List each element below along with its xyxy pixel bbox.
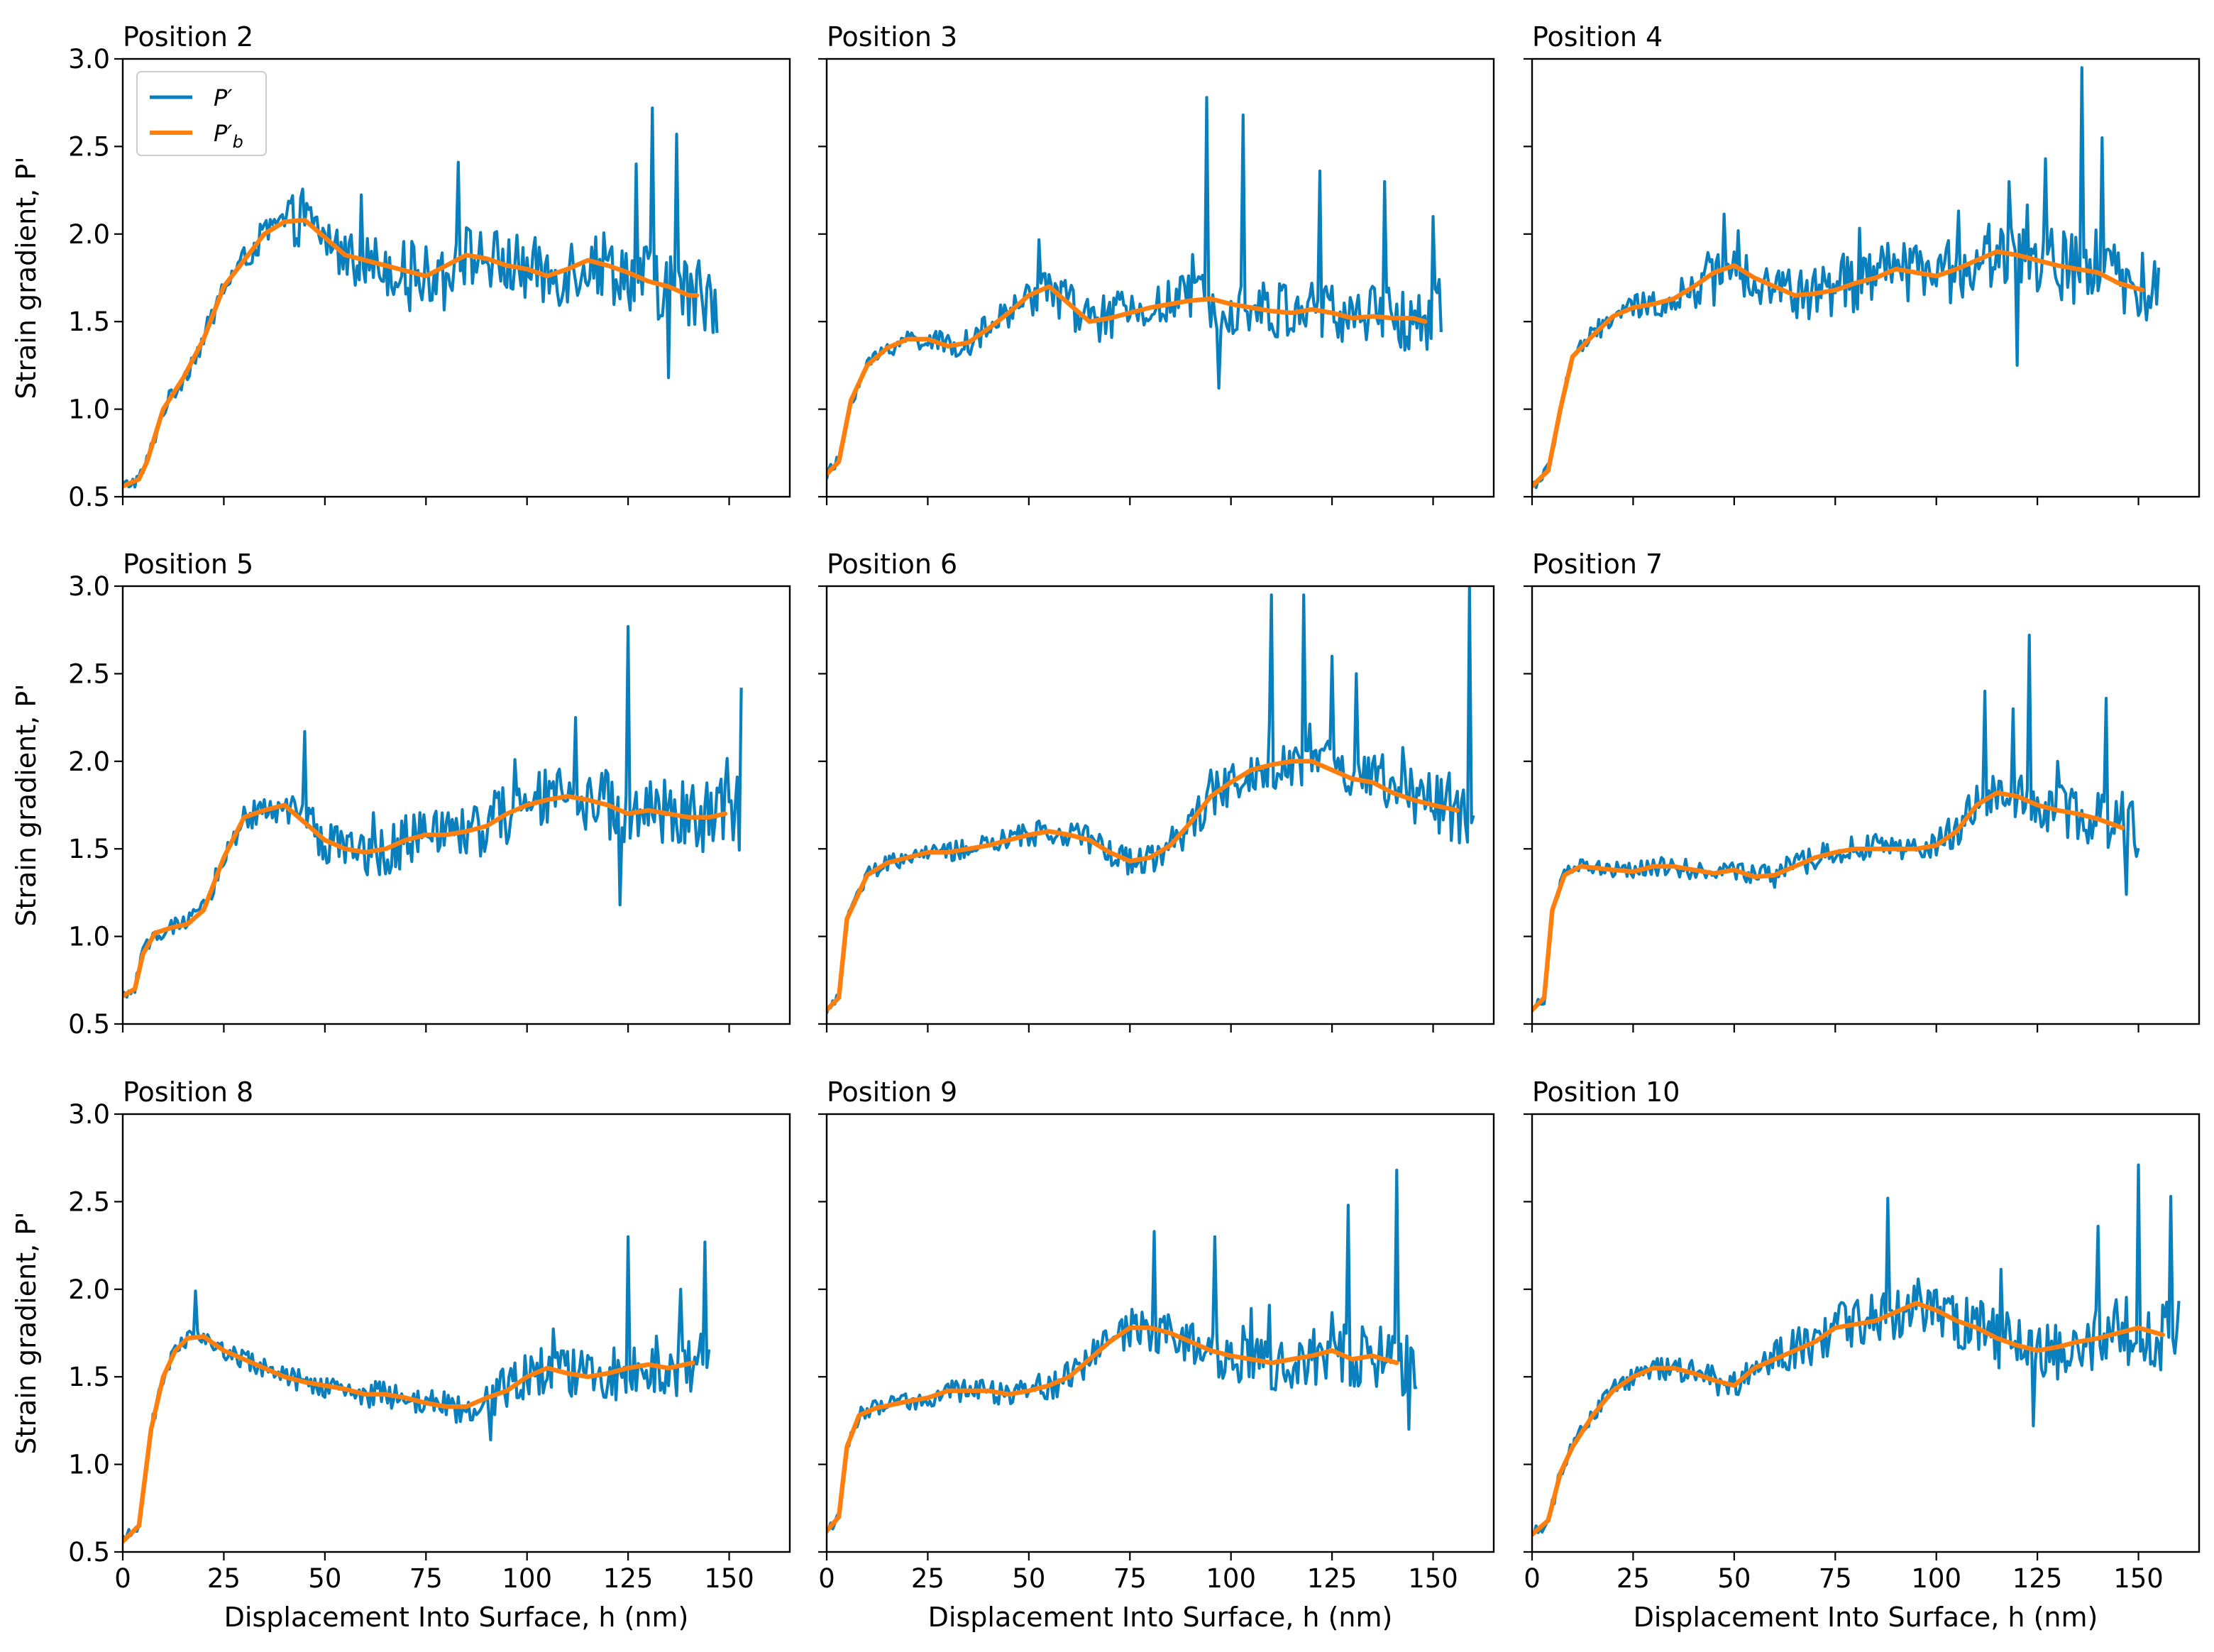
y-tick-label: 1.5 [68,834,110,864]
x-axis-label: Displacement Into Surface, h (nm) [928,1602,1393,1633]
x-tick-label: 75 [1113,1563,1147,1594]
x-tick-label: 125 [1307,1563,1357,1594]
smooth-series-line [827,284,1428,477]
legend-smooth-label: P′b [214,120,243,152]
y-tick-label: 0.5 [68,482,110,512]
x-axis-label: Displacement Into Surface, h (nm) [224,1602,689,1633]
y-tick-label: 0.5 [68,1009,110,1040]
axes-frame [825,1113,1495,1553]
panels-layer: Position 2 0.5 1.0 1.5 2.0 2.5 3.0 Strain gradi… [11,21,2201,1633]
x-tick-label: 150 [2113,1563,2164,1594]
smooth-series-line [1532,1301,2165,1537]
y-tick-label: 2.5 [68,659,110,689]
y-tick-label: 1.0 [68,922,110,952]
raw-series-line [123,624,743,999]
x-tick-label: 100 [1206,1563,1256,1594]
x-tick-label: 0 [1524,1563,1541,1594]
y-tick-label: 2.0 [68,1274,110,1305]
panel-title: Position 5 [123,549,253,580]
smooth-series-line [827,1325,1399,1533]
y-tick-label: 2.5 [68,131,110,162]
legend: P′P′b [136,71,267,156]
panel-2: Position 3 [818,21,1495,505]
x-tick-label: 150 [704,1563,754,1594]
panel-1: Position 2 0.5 1.0 1.5 2.0 2.5 3.0 Strain gradi… [11,21,791,512]
raw-series-line [827,586,1475,1014]
legend-smooth-sub: b [233,132,243,152]
x-tick-label: 75 [409,1563,443,1594]
raw-series-line [827,96,1443,480]
y-tick-label: 1.0 [68,1450,110,1480]
x-tick-label: 50 [308,1563,341,1594]
axes-frame [1531,585,2201,1025]
smooth-series-line [123,217,700,489]
y-tick-label: 1.0 [68,395,110,425]
panel-9: Position 10 0 25 50 75 100 125 150 Displacement … [1524,1076,2201,1633]
panel-8: Position 9 0 25 50 75 100 125 150 Displacement I… [818,1076,1495,1633]
smooth-series-line [123,793,728,998]
x-tick-label: 25 [1617,1563,1650,1594]
axes-frame [825,585,1495,1025]
x-tick-label: 125 [2012,1563,2063,1594]
y-tick-label: 2.0 [68,219,110,250]
panel-title: Position 3 [827,21,957,53]
smooth-series-line [1532,790,2125,1013]
panel-3: Position 4 [1524,21,2201,505]
panel-title: Position 10 [1532,1076,1680,1108]
axes-frame [825,57,1495,498]
panel-title: Position 8 [123,1076,253,1108]
axes-frame [121,57,791,498]
smooth-series-line [1532,249,2145,489]
panel-title: Position 2 [123,21,253,53]
legend-smooth-base: P′ [214,120,233,147]
legend-frame [136,71,267,156]
panel-7: Position 8 0.5 1.0 1.5 2.0 2.5 3.0 0 25 50 75 100 12… [11,1076,791,1633]
axes-frame [121,1113,791,1553]
x-tick-label: 50 [1717,1563,1751,1594]
panel-5: Position 6 [818,549,1495,1032]
y-tick-label: 0.5 [68,1537,110,1568]
y-tick-label: 1.5 [68,1362,110,1392]
x-tick-label: 0 [114,1563,131,1594]
panel-title: Position 7 [1532,549,1663,580]
panel-6: Position 7 [1524,549,2201,1032]
panel-4: Position 5 0.5 1.0 1.5 2.0 2.5 3.0 Strain gradi… [11,549,791,1040]
axes-frame [121,585,791,1025]
x-tick-label: 100 [1911,1563,1961,1594]
y-axis-label: Strain gradient, P' [11,683,42,926]
raw-series-line [827,1168,1418,1533]
y-tick-label: 3.0 [68,1099,110,1130]
raw-series-line [1532,66,2161,490]
y-tick-label: 3.0 [68,44,110,75]
panel-title: Position 4 [1532,21,1663,53]
x-tick-label: 150 [1408,1563,1458,1594]
axes-frame [1531,1113,2201,1553]
y-tick-label: 2.0 [68,747,110,777]
raw-series-line [123,1235,711,1541]
x-tick-label: 25 [207,1563,241,1594]
raw-series-line [123,106,719,489]
smooth-series-line [123,1334,695,1544]
smooth-series-line [827,759,1460,1013]
y-tick-label: 1.5 [68,307,110,337]
x-tick-label: 50 [1012,1563,1045,1594]
x-tick-label: 125 [603,1563,654,1594]
axes-frame [1531,57,2201,498]
x-tick-label: 25 [911,1563,944,1594]
x-tick-label: 75 [1819,1563,1852,1594]
y-axis-label: Strain gradient, P' [11,156,42,399]
raw-series-line [1532,633,2140,1011]
panel-title: Position 6 [827,549,957,580]
panel-title: Position 9 [827,1076,957,1108]
legend-raw-label: P′ [214,84,233,111]
y-tick-label: 2.5 [68,1186,110,1217]
raw-series-line [1532,1163,2181,1536]
y-tick-label: 3.0 [68,571,110,602]
y-axis-label: Strain gradient, P' [11,1211,42,1454]
x-tick-label: 100 [502,1563,552,1594]
x-tick-label: 0 [818,1563,835,1594]
x-axis-label: Displacement Into Surface, h (nm) [1634,1602,2098,1633]
